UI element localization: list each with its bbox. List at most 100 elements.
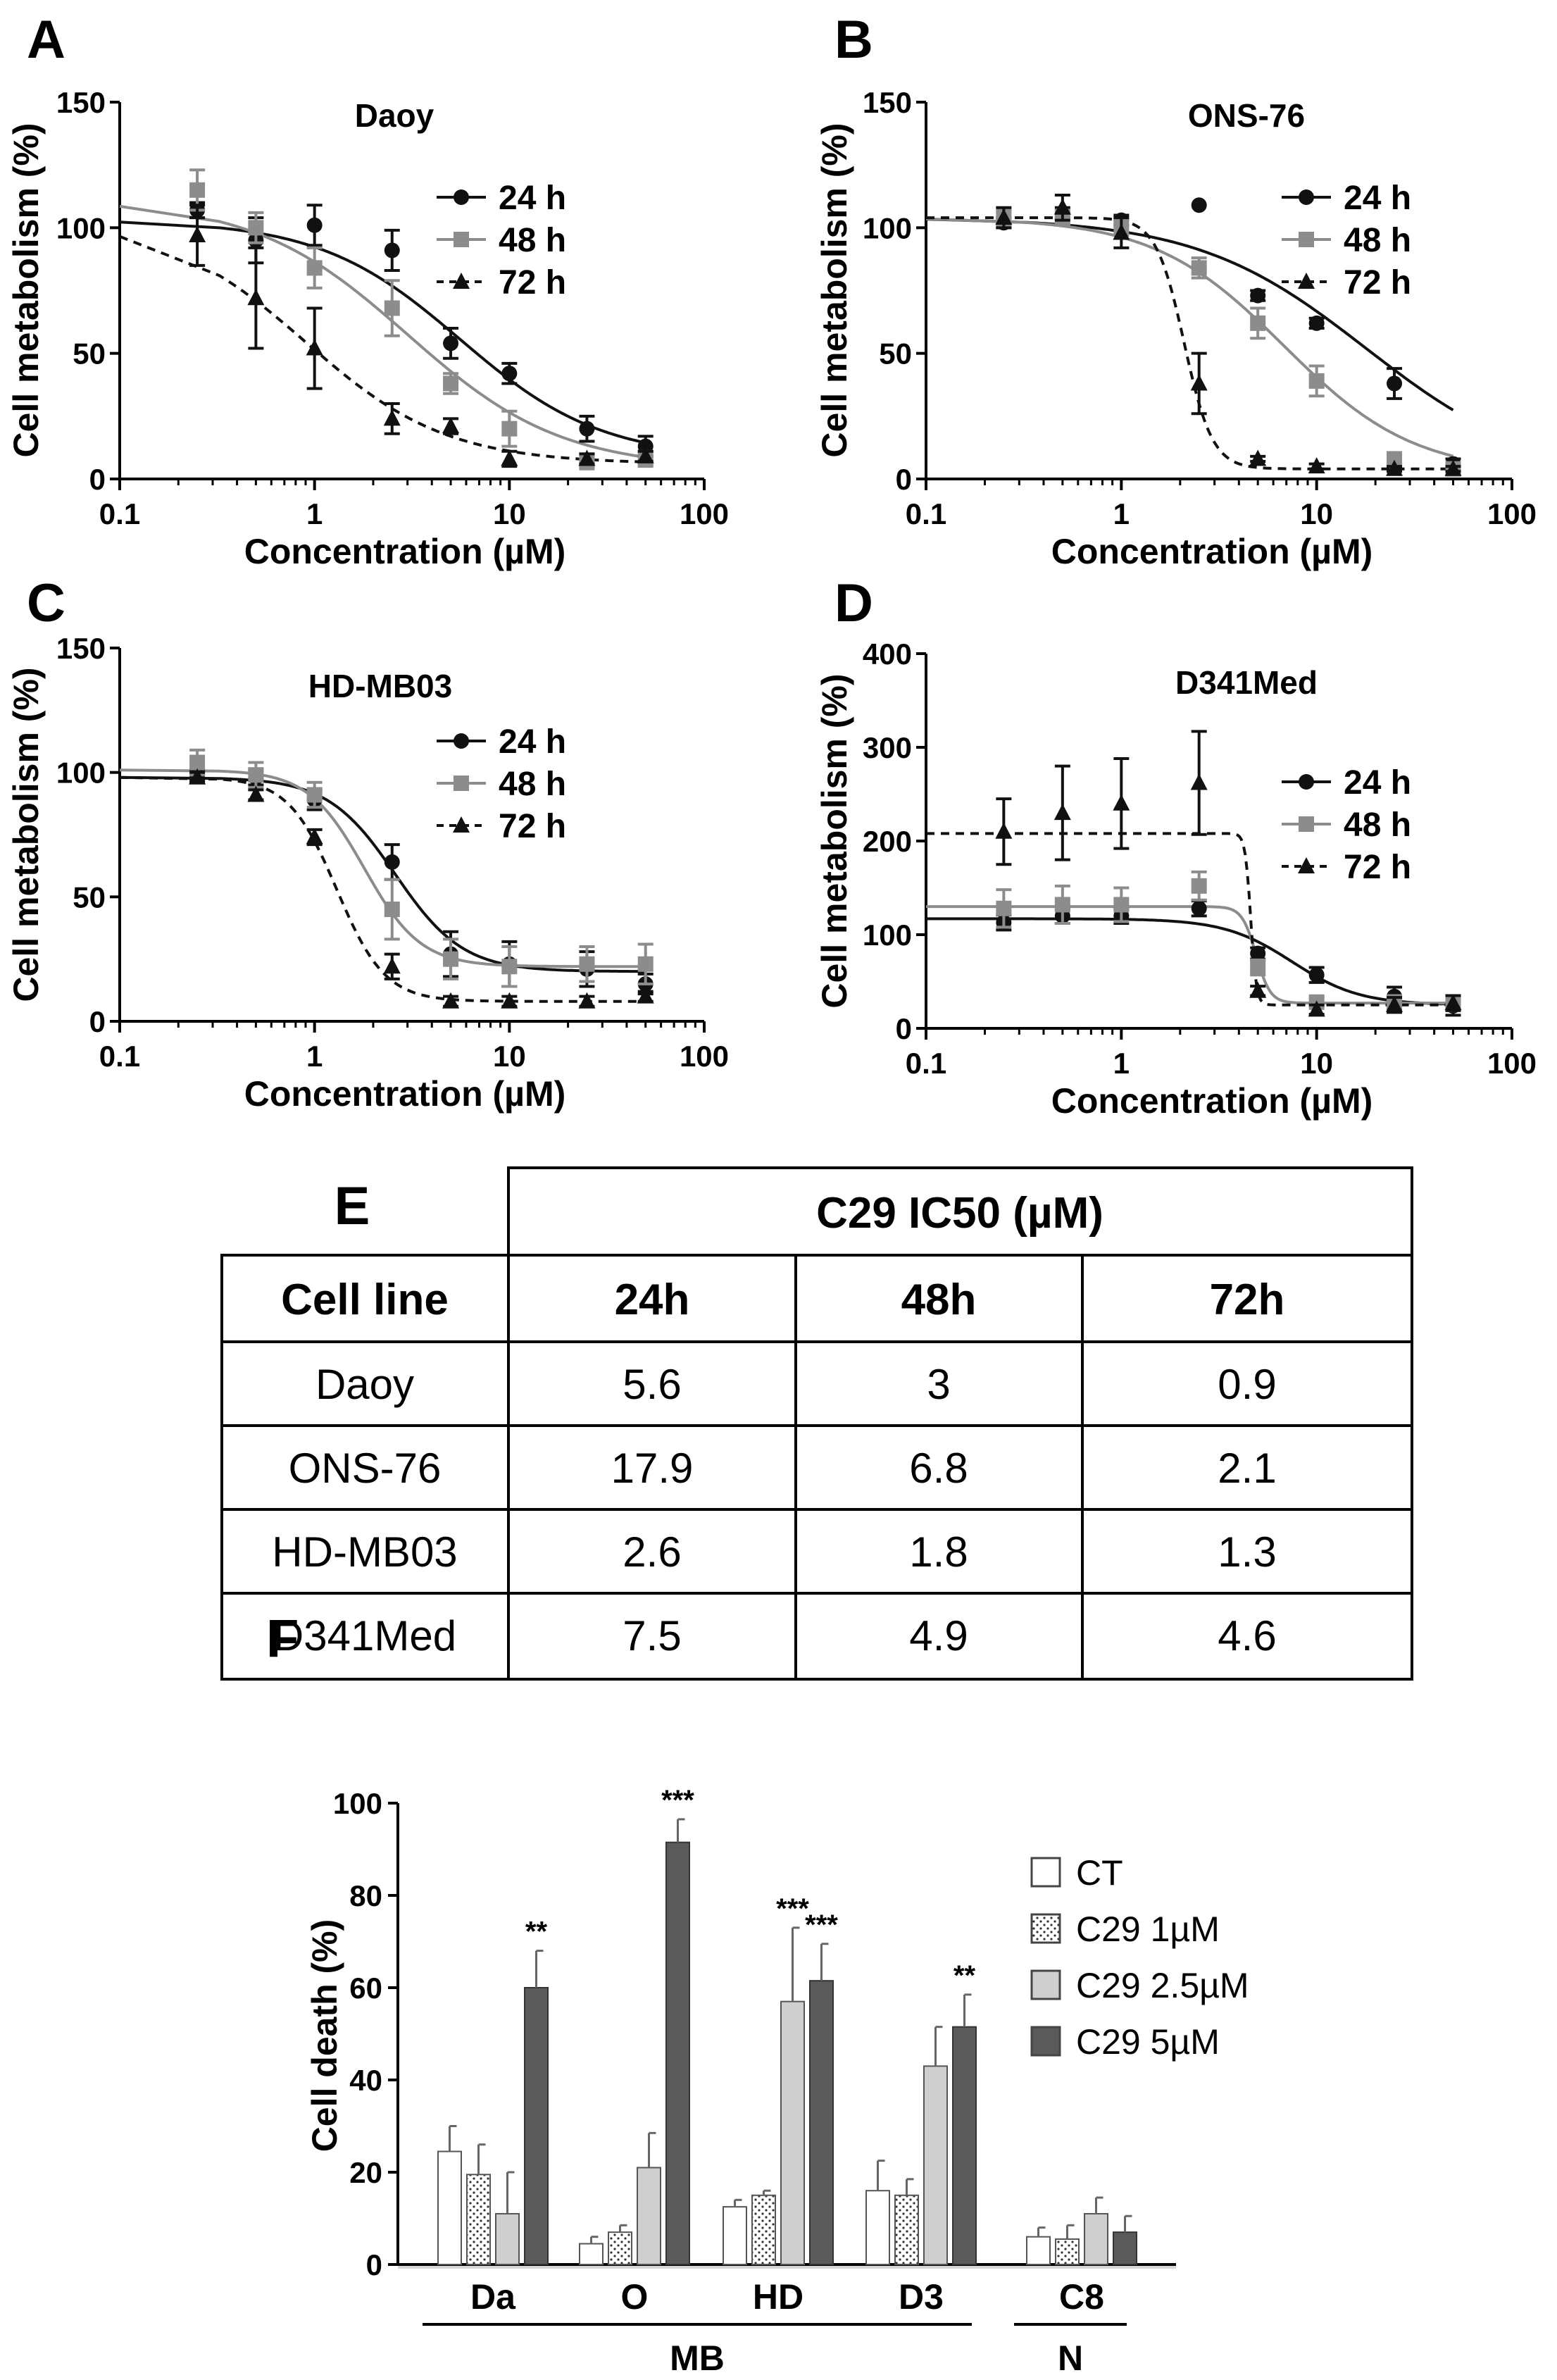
data-point-72h — [1444, 459, 1462, 476]
y-tick-label: 50 — [879, 337, 912, 370]
data-point-48h — [443, 951, 459, 967]
fit-curve-72h — [926, 832, 1453, 1007]
y-tick-label: 60 — [349, 1971, 382, 2005]
data-point-24h — [306, 217, 323, 233]
table-cell: 6.8 — [909, 1445, 968, 1492]
table-cell: 4.9 — [909, 1612, 968, 1659]
legend-label: 72 h — [1344, 849, 1411, 886]
legend-swatch — [1030, 2026, 1061, 2057]
table-cell: Daoy — [315, 1361, 414, 1408]
legend-marker — [1298, 857, 1315, 873]
bar-Da-3 — [524, 1987, 549, 2265]
x-tick-label: 1 — [1113, 1047, 1130, 1080]
legend-swatch — [1030, 1913, 1061, 1944]
panel-label-e: E — [334, 1176, 370, 1236]
data-point-24h — [579, 420, 595, 437]
y-tick-label: 100 — [333, 1787, 382, 1820]
x-tick-label: 100 — [680, 497, 729, 530]
y-tick-label: 200 — [863, 825, 912, 858]
legend-label: 72 h — [1344, 264, 1411, 301]
y-tick-label: 150 — [863, 86, 912, 119]
data-point-24h — [384, 242, 400, 258]
x-axis-label: Concentration (µM) — [1051, 532, 1373, 571]
legend-marker — [453, 816, 470, 833]
group-label-MB: MB — [670, 2338, 725, 2378]
legend-label: 24 h — [1344, 180, 1411, 217]
panel-label-d: D — [834, 573, 873, 633]
legend-label: 48 h — [1344, 222, 1411, 259]
legend-marker — [1299, 232, 1314, 247]
y-tick-label: 100 — [863, 918, 912, 952]
category-label-Da: Da — [470, 2277, 516, 2317]
table-cell: 4.6 — [1218, 1612, 1276, 1659]
bar-HD-0 — [723, 2206, 747, 2265]
data-point-48h — [306, 787, 323, 803]
table-cell: 5.6 — [623, 1361, 681, 1408]
y-tick-label: 100 — [56, 756, 106, 790]
legend-label: 48 h — [499, 766, 566, 803]
bar-O-1 — [608, 2231, 632, 2265]
y-tick-label: 150 — [56, 632, 106, 665]
bar-HD-3 — [809, 1980, 834, 2266]
data-point-72h — [1386, 995, 1403, 1012]
data-point-72h — [1249, 981, 1267, 998]
category-label-O: O — [621, 2277, 649, 2317]
data-point-72h — [442, 992, 460, 1009]
significance-mark: ** — [953, 1960, 976, 1991]
data-point-72h — [1053, 804, 1071, 821]
legend-label: C29 5µM — [1076, 2022, 1220, 2062]
data-point-72h — [1249, 449, 1267, 466]
bar-Da-2 — [495, 2212, 520, 2265]
data-point-48h — [306, 260, 323, 276]
y-tick-label: 20 — [349, 2156, 382, 2189]
data-point-48h — [1113, 897, 1130, 913]
legend-label: 24 h — [499, 723, 566, 761]
chart-title: D341Med — [1175, 664, 1318, 701]
x-tick-label: 100 — [1487, 497, 1537, 530]
y-tick-label: 80 — [349, 1879, 382, 1912]
data-point-48h — [248, 767, 264, 783]
y-axis-label: Cell metabolism (%) — [6, 123, 46, 457]
group-label-N: N — [1058, 2338, 1083, 2378]
data-point-72h — [501, 449, 518, 466]
y-tick-label: 400 — [863, 637, 912, 671]
data-point-48h — [501, 420, 518, 437]
table-cell: 1.3 — [1218, 1528, 1276, 1576]
bar-Da-0 — [437, 2150, 462, 2265]
legend-marker — [1298, 273, 1315, 289]
data-point-24h — [1308, 315, 1325, 331]
table-cell: 2.6 — [623, 1528, 681, 1576]
legend-label: 48 h — [1344, 806, 1411, 844]
x-tick-label: 10 — [493, 497, 526, 530]
x-tick-label: 10 — [1300, 1047, 1333, 1080]
legend-label: 24 h — [1344, 764, 1411, 802]
data-point-72h — [1190, 374, 1208, 391]
data-point-72h — [1308, 457, 1325, 474]
data-point-72h — [247, 289, 265, 306]
bar-O-0 — [579, 2243, 604, 2265]
bar-HD-2 — [780, 2000, 805, 2265]
table-cell: 2.1 — [1218, 1445, 1276, 1492]
data-point-72h — [1113, 223, 1130, 240]
data-point-72h — [1113, 794, 1130, 811]
table-cell: D341Med — [273, 1612, 456, 1659]
fit-curve-48h — [119, 204, 646, 459]
significance-mark: *** — [661, 1785, 694, 1816]
bar-D3-2 — [923, 2065, 948, 2266]
legend-marker — [1299, 774, 1314, 790]
x-tick-label: 0.1 — [99, 1040, 140, 1073]
bar-D3-0 — [865, 2190, 890, 2265]
significance-mark: *** — [805, 1909, 838, 1940]
data-point-48h — [443, 375, 459, 392]
x-tick-label: 0.1 — [906, 497, 946, 530]
significance-mark: ** — [525, 1917, 548, 1948]
data-point-72h — [306, 828, 323, 845]
panel-label-a: A — [27, 10, 65, 70]
y-axis-label: Cell metabolism (%) — [815, 123, 854, 457]
data-point-24h — [443, 335, 459, 351]
legend-marker — [1299, 189, 1314, 205]
data-point-24h — [1250, 945, 1266, 961]
data-point-48h — [189, 754, 206, 771]
data-point-72h — [383, 409, 401, 426]
